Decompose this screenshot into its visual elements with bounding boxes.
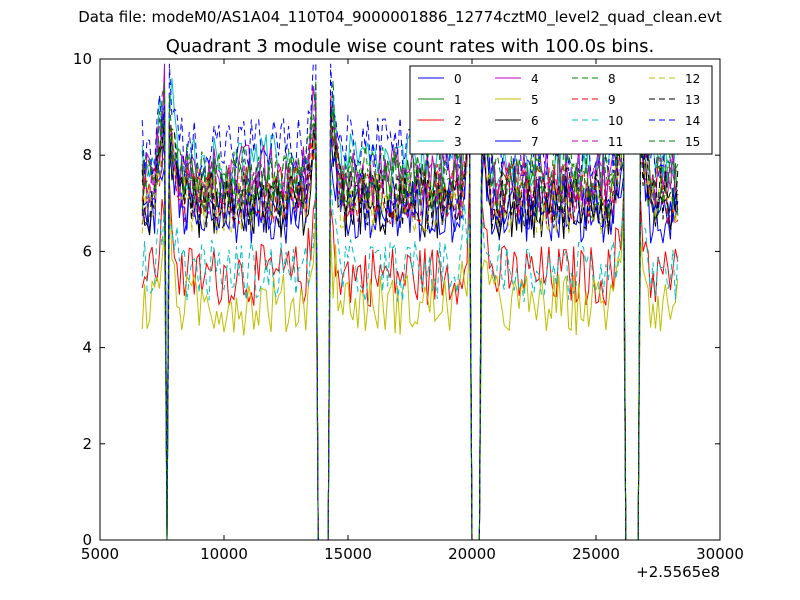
legend-item-2: 2: [418, 114, 462, 128]
legend-item-11: 11: [572, 135, 623, 149]
legend-item-7: 7: [495, 135, 539, 149]
legend-label: 11: [608, 135, 623, 149]
legend-label: 1: [454, 93, 462, 107]
series-line-5: [141, 189, 679, 540]
legend-item-10: 10: [572, 114, 623, 128]
y-tick-label: 4: [82, 339, 92, 357]
legend-item-1: 1: [418, 93, 462, 107]
legend-item-8: 8: [572, 72, 616, 86]
y-tick-label: 10: [73, 50, 92, 68]
x-tick-label: 10000: [200, 545, 248, 563]
legend-label: 14: [685, 114, 700, 128]
y-tick-label: 8: [82, 146, 92, 164]
legend-item-13: 13: [649, 93, 700, 107]
y-tick-label: 0: [82, 531, 92, 549]
legend-label: 4: [531, 72, 539, 86]
legend-item-12: 12: [649, 72, 700, 86]
legend-label: 2: [454, 114, 462, 128]
legend-label: 0: [454, 72, 462, 86]
series-layer: [141, 63, 679, 540]
series-line-4: [141, 63, 679, 540]
series-line-8: [141, 80, 679, 540]
legend-label: 7: [531, 135, 539, 149]
legend-box: [409, 65, 713, 155]
legend-label: 8: [608, 72, 616, 86]
x-tick-label: 5000: [81, 545, 119, 563]
series-line-13: [141, 106, 679, 540]
legend-item-4: 4: [495, 72, 539, 86]
x-tick-label: 30000: [696, 545, 744, 563]
series-line-2: [141, 179, 679, 540]
plot-frame: [99, 58, 721, 541]
legend-item-3: 3: [418, 135, 462, 149]
x-tick-label: 20000: [448, 545, 496, 563]
series-line-15: [141, 81, 679, 540]
legend-label: 6: [531, 114, 539, 128]
legend-item-5: 5: [495, 93, 539, 107]
x-offset-label: +2.5565e8: [636, 563, 720, 581]
legend-item-15: 15: [649, 135, 700, 149]
legend-item-0: 0: [418, 72, 462, 86]
legend-item-14: 14: [649, 114, 700, 128]
series-line-10: [141, 175, 679, 540]
legend-label: 5: [531, 93, 539, 107]
chart-title: Quadrant 3 module wise count rates with …: [165, 36, 655, 57]
legend-label: 10: [608, 114, 623, 128]
legend-item-6: 6: [495, 114, 539, 128]
legend-label: 13: [685, 93, 700, 107]
x-tick-label: 25000: [572, 545, 620, 563]
x-tick-label: 15000: [324, 545, 372, 563]
legend-label: 9: [608, 93, 616, 107]
legend-label: 12: [685, 72, 700, 86]
series-line-12: [141, 102, 679, 540]
legend-item-9: 9: [572, 93, 616, 107]
series-line-9: [141, 84, 679, 540]
y-tick-label: 6: [82, 242, 92, 260]
y-tick-label: 2: [82, 435, 92, 453]
legend-label: 15: [685, 135, 700, 149]
legend-label: 3: [454, 135, 462, 149]
figure-suptitle: Data file: modeM0/AS1A04_110T04_90000018…: [78, 8, 722, 26]
